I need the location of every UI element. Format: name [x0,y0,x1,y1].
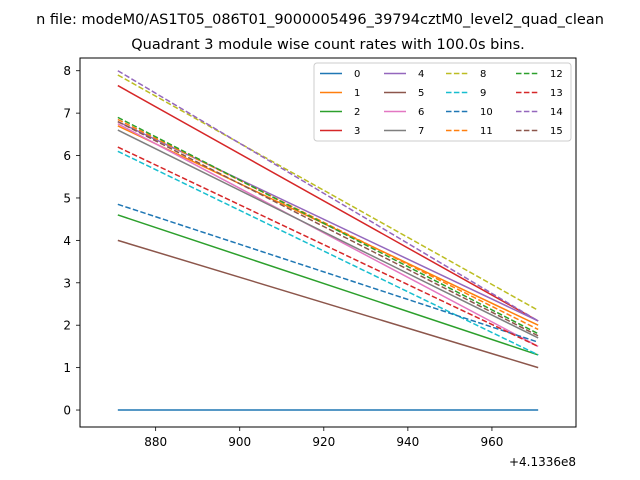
legend-label-2: 2 [354,107,360,118]
x-axis: 880 900 920 940 960 [144,427,503,449]
legend-label-13: 13 [550,88,563,99]
y-axis: 0 1 2 3 4 5 6 7 8 [63,64,80,418]
plot-lines [117,70,539,411]
y-tick-label: 6 [63,149,71,163]
x-tick-label: 880 [144,435,167,449]
series-line-6 [117,123,539,348]
y-tick-label: 4 [63,234,71,248]
series-line-4 [117,120,539,322]
legend-label-10: 10 [480,107,493,118]
y-tick-label: 0 [63,404,71,418]
series-line-7 [117,129,539,339]
legend-label-8: 8 [480,69,486,80]
x-tick-label: 900 [228,435,251,449]
legend-label-12: 12 [550,69,563,80]
y-tick-label: 5 [63,191,71,205]
legend-box [313,62,572,142]
legend-label-11: 11 [480,126,493,137]
legend-label-6: 6 [418,107,424,118]
x-offset-label: +4.1336e8 [509,455,576,469]
x-tick-label: 940 [396,435,419,449]
series-line-1 [117,125,539,326]
legend-label-4: 4 [418,69,424,80]
y-tick-label: 2 [63,319,71,333]
series-line-2 [117,214,539,356]
legend-label-7: 7 [418,126,424,137]
legend-label-3: 3 [354,126,360,137]
x-tick-label: 960 [480,435,503,449]
figure-suptitle: n file: modeM0/AS1T05_086T01_9000005496_… [36,12,604,28]
legend-label-1: 1 [354,88,360,99]
series-line-10 [117,203,539,343]
legend-label-14: 14 [550,107,563,118]
series-line-9 [117,150,539,356]
series-line-3 [117,84,539,322]
legend-label-15: 15 [550,126,563,137]
y-tick-label: 3 [63,276,71,290]
series-line-13 [117,146,539,348]
legend-label-0: 0 [354,69,360,80]
axes-frame [79,57,577,428]
chart-title: Quadrant 3 module wise count rates with … [131,37,525,53]
series-line-11 [117,118,539,331]
y-tick-label: 8 [63,64,71,78]
y-tick-label: 7 [63,107,71,121]
series-line-14 [117,70,539,322]
y-tick-label: 1 [63,361,71,375]
legend-label-9: 9 [480,88,486,99]
x-tick-label: 920 [312,435,335,449]
series-line-5 [117,239,539,369]
series-line-8 [117,74,539,312]
legend-label-5: 5 [418,88,424,99]
